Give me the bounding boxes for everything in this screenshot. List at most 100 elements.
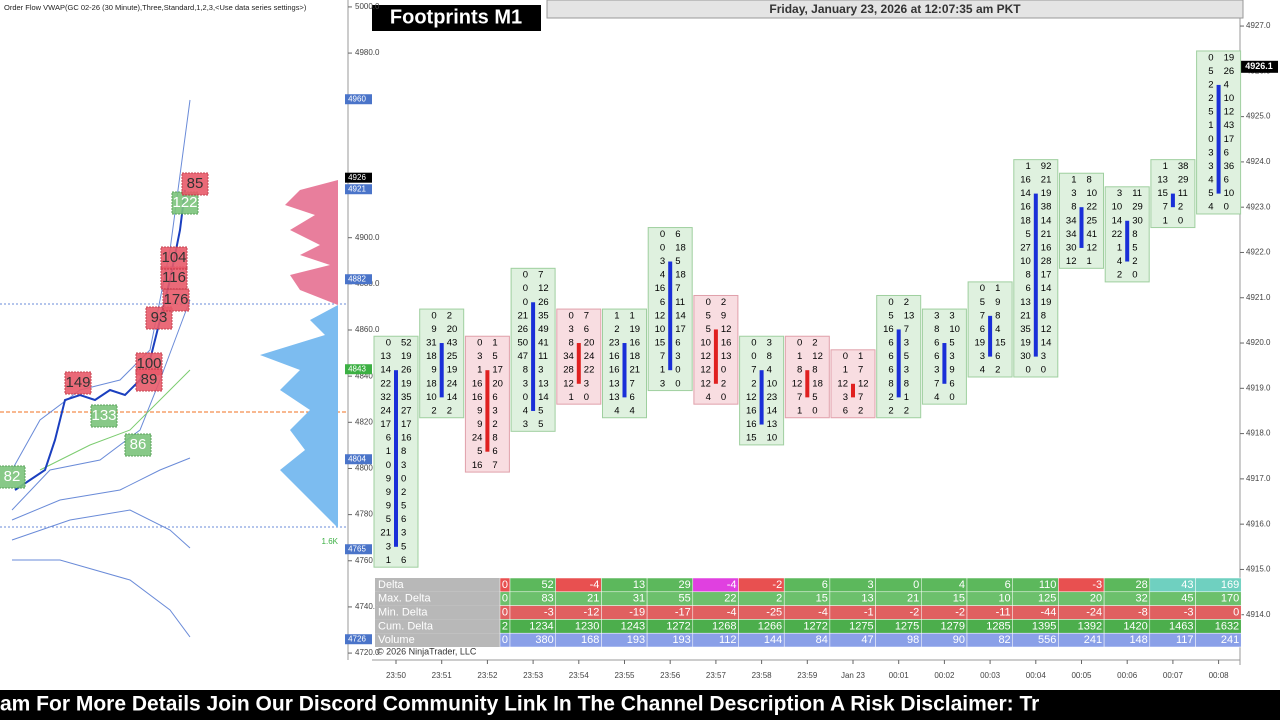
bid-volume: 2 bbox=[431, 405, 436, 416]
bid-volume: 4 bbox=[1208, 202, 1213, 213]
ask-volume: 2 bbox=[995, 365, 1000, 376]
stats-value: -1 bbox=[864, 607, 874, 619]
ask-volume: 0 bbox=[401, 473, 406, 484]
ask-volume: 13 bbox=[538, 378, 549, 389]
bid-volume: 13 bbox=[380, 351, 391, 362]
ask-volume: 1 bbox=[492, 338, 497, 349]
ask-volume: 7 bbox=[492, 460, 497, 471]
ask-volume: 21 bbox=[630, 365, 641, 376]
ask-volume: 26 bbox=[538, 297, 549, 308]
footprint-bar bbox=[988, 315, 993, 357]
bid-volume: 10 bbox=[700, 338, 711, 349]
vwap-band bbox=[11, 299, 191, 511]
stats-value: 2 bbox=[502, 620, 508, 632]
ask-volume: 22 bbox=[1087, 202, 1098, 213]
bid-volume: 3 bbox=[934, 310, 939, 321]
ask-volume: 14 bbox=[767, 405, 778, 416]
ask-volume: 0 bbox=[812, 405, 817, 416]
ask-volume: 2 bbox=[401, 487, 406, 498]
y-tick-label: 4916.0 bbox=[1246, 519, 1271, 528]
vwap-line-green bbox=[39, 369, 191, 471]
stats-value: -4 bbox=[727, 607, 737, 619]
x-tick-label: 23:58 bbox=[752, 671, 773, 680]
ask-volume: 2 bbox=[904, 297, 909, 308]
bid-volume: 18 bbox=[1020, 215, 1031, 226]
ask-volume: 1 bbox=[630, 310, 635, 321]
y-tick-label: 4918.0 bbox=[1246, 429, 1271, 438]
ask-volume: 13 bbox=[767, 419, 778, 430]
y-tick-label: 4923.0 bbox=[1246, 202, 1271, 211]
ask-volume: 19 bbox=[401, 351, 412, 362]
stats-value: 1632 bbox=[1215, 620, 1239, 632]
bid-volume: 50 bbox=[518, 338, 529, 349]
stats-value: 1279 bbox=[941, 620, 965, 632]
bid-volume: 16 bbox=[609, 351, 620, 362]
x-tick-label: 00:06 bbox=[1117, 671, 1138, 680]
footprint-bar bbox=[668, 261, 673, 371]
stats-value: 45 bbox=[1181, 593, 1193, 605]
x-tick-label: 23:52 bbox=[477, 671, 498, 680]
stats-value: -2 bbox=[910, 607, 920, 619]
bid-volume: 10 bbox=[1020, 256, 1031, 267]
ask-volume: 14 bbox=[1041, 283, 1052, 294]
bid-volume: 22 bbox=[1112, 229, 1123, 240]
bid-volume: 5 bbox=[706, 310, 711, 321]
x-tick-label: 00:08 bbox=[1209, 671, 1230, 680]
bid-volume: 4 bbox=[1117, 256, 1122, 267]
stats-value: -4 bbox=[818, 607, 828, 619]
bid-volume: 7 bbox=[934, 378, 939, 389]
bid-volume: 4 bbox=[706, 392, 711, 403]
stats-value: 1392 bbox=[1078, 620, 1102, 632]
volume-profile-lower bbox=[260, 305, 338, 528]
ask-volume: 17 bbox=[1224, 134, 1235, 145]
price-tag bbox=[345, 94, 372, 105]
stats-value: -3 bbox=[1092, 579, 1102, 591]
price-tag-label: 4765 bbox=[348, 544, 366, 553]
ask-volume: 8 bbox=[1087, 175, 1092, 186]
ask-volume: 10 bbox=[949, 324, 960, 335]
bid-volume: 17 bbox=[380, 419, 391, 430]
stats-value: 20 bbox=[1090, 593, 1102, 605]
bid-volume: 19 bbox=[975, 338, 986, 349]
bid-volume: 1 bbox=[797, 405, 802, 416]
ask-volume: 14 bbox=[1041, 215, 1052, 226]
stats-value: -8 bbox=[1138, 607, 1148, 619]
footprint-bar bbox=[805, 370, 810, 398]
ask-volume: 0 bbox=[584, 392, 589, 403]
bid-volume: 15 bbox=[1157, 188, 1168, 199]
bid-volume: 1 bbox=[797, 351, 802, 362]
ask-volume: 11 bbox=[675, 297, 685, 308]
bid-volume: 1 bbox=[843, 365, 848, 376]
bid-volume: 1 bbox=[1026, 161, 1031, 172]
bid-volume: 16 bbox=[609, 365, 620, 376]
stats-value: 0 bbox=[502, 593, 508, 605]
stats-label-cell bbox=[375, 591, 500, 606]
ask-volume: 3 bbox=[767, 338, 772, 349]
bid-volume: 6 bbox=[1026, 283, 1031, 294]
ask-volume: 21 bbox=[1041, 229, 1052, 240]
ask-volume: 2 bbox=[858, 405, 863, 416]
ask-volume: 6 bbox=[1224, 175, 1229, 186]
ticker-text: am For More Details Join Our Discord Com… bbox=[0, 693, 1039, 716]
y-tick-label: 4921.0 bbox=[1246, 293, 1271, 302]
bid-volume: 0 bbox=[523, 270, 528, 281]
bid-volume: 3 bbox=[934, 365, 939, 376]
ask-volume: 12 bbox=[1041, 324, 1052, 335]
footprint-bar bbox=[713, 329, 718, 384]
ask-volume: 6 bbox=[995, 351, 1000, 362]
bid-volume: 13 bbox=[609, 378, 620, 389]
ask-volume: 23 bbox=[767, 392, 778, 403]
price-tag-label: 4960 bbox=[348, 94, 366, 103]
bid-volume: 30 bbox=[1066, 242, 1077, 253]
bid-volume: 16 bbox=[746, 405, 757, 416]
footprint-bar bbox=[394, 370, 398, 547]
stats-value: 193 bbox=[672, 634, 690, 646]
bid-volume: 7 bbox=[660, 351, 665, 362]
bid-volume: 9 bbox=[431, 324, 436, 335]
bid-volume: 1 bbox=[660, 365, 665, 376]
stats-value: 1268 bbox=[712, 620, 736, 632]
stats-label-cell bbox=[375, 605, 500, 620]
ask-volume: 8 bbox=[995, 310, 1000, 321]
ask-volume: 19 bbox=[630, 324, 641, 335]
bid-volume: 3 bbox=[523, 378, 528, 389]
